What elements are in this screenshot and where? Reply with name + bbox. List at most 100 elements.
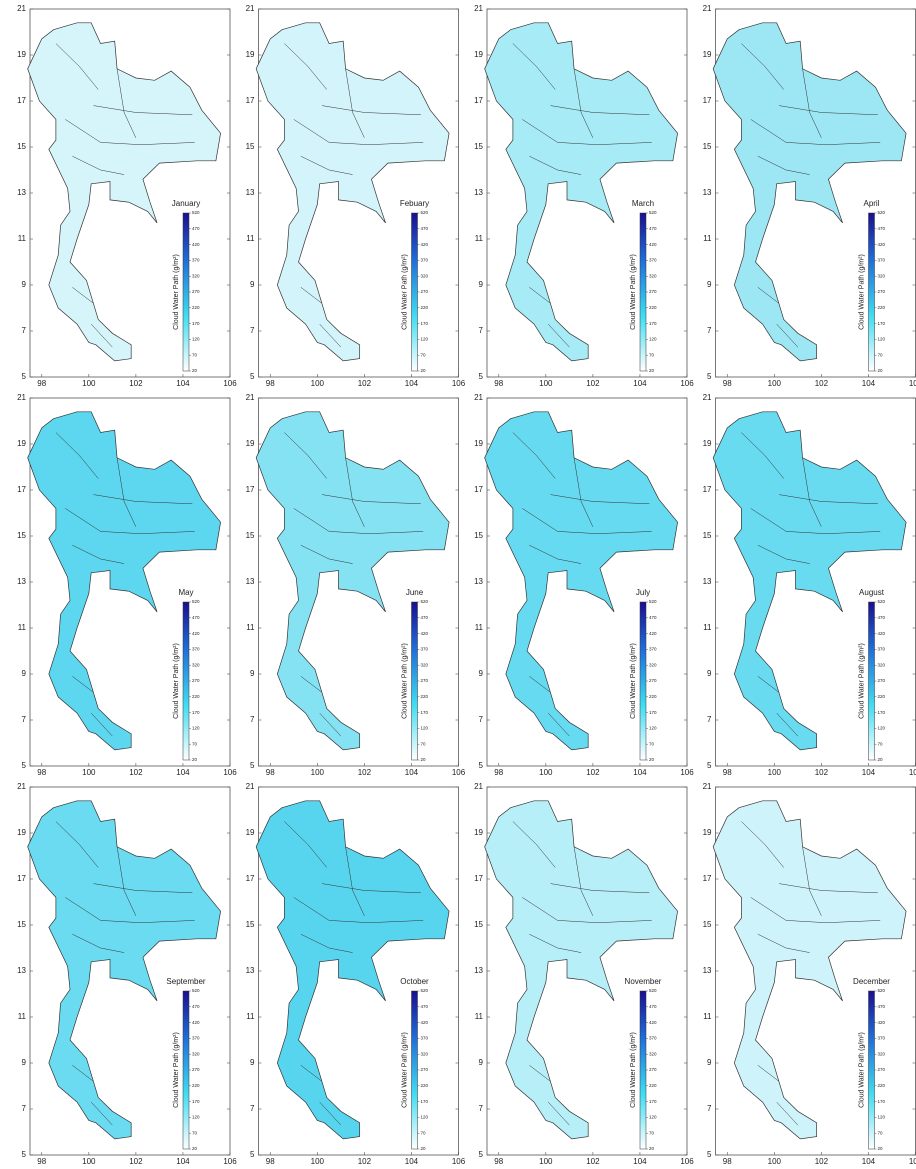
colorbar-tick-label: 520 — [878, 599, 886, 604]
colorbar — [182, 601, 190, 761]
colorbar-tick-label: 220 — [192, 694, 200, 699]
y-tick-label: 21 — [474, 393, 483, 402]
colorbar-tick-label: 470 — [878, 1004, 886, 1009]
colorbar-tick-label: 320 — [421, 662, 429, 667]
y-tick-label: 15 — [246, 531, 255, 540]
x-tick-label: 98 — [494, 379, 503, 388]
colorbar-tick-label: 370 — [649, 258, 657, 263]
colorbar-tick-label: 220 — [421, 694, 429, 699]
colorbar — [182, 990, 190, 1150]
y-tick-label: 15 — [17, 920, 26, 929]
colorbar-tick-label: 70 — [192, 1130, 198, 1135]
colorbar-tick-label: 470 — [649, 615, 657, 620]
province-border — [512, 43, 556, 90]
colorbar-tick-label: 270 — [192, 1067, 200, 1072]
province-border — [345, 68, 365, 138]
province-border — [757, 933, 810, 953]
colorbar-tick-label: 20 — [649, 1146, 655, 1151]
colorbar — [411, 601, 418, 761]
province-border — [93, 883, 193, 894]
colorbar-tick-label: 470 — [421, 226, 429, 231]
colorbar-tick-label: 20 — [192, 757, 198, 762]
colorbar-tick-label: 320 — [649, 662, 657, 667]
colorbar-tick-label: 170 — [878, 321, 886, 326]
y-tick-label: 13 — [474, 966, 483, 975]
map-panel: 98 100 102 104 106 5 7 9 11 13 15 17 19 21 September 20… — [17, 782, 237, 1166]
y-tick-label: 5 — [479, 761, 484, 770]
colorbar-tick-label: 320 — [649, 273, 657, 278]
colorbar-tick-label: 520 — [421, 210, 429, 215]
colorbar-tick-label: 470 — [192, 1004, 200, 1009]
colorbar-tick-label: 520 — [649, 988, 657, 993]
y-tick-label: 21 — [17, 782, 26, 791]
colorbar-label: Cloud Water Path (g/m²) — [173, 1032, 180, 1108]
y-tick-label: 13 — [17, 188, 26, 197]
colorbar-label: Cloud Water Path (g/m²) — [858, 643, 865, 719]
month-title: November — [625, 977, 662, 986]
colorbar-tick-label: 370 — [192, 1036, 200, 1041]
colorbar-tick-label: 270 — [878, 289, 886, 294]
y-tick-label: 7 — [707, 326, 712, 335]
colorbar-tick-label: 70 — [192, 741, 198, 746]
y-tick-label: 11 — [246, 623, 255, 632]
y-tick-label: 7 — [250, 326, 255, 335]
y-tick-label: 15 — [17, 142, 26, 151]
x-tick-label: 98 — [494, 768, 503, 777]
y-tick-label: 11 — [246, 1012, 255, 1021]
colorbar-tick-label: 120 — [192, 337, 200, 342]
province-border — [321, 105, 421, 116]
colorbar-tick-label: 470 — [192, 615, 200, 620]
y-tick-label: 19 — [17, 439, 26, 448]
colorbar-tick-label: 20 — [421, 368, 427, 373]
colorbar-tick-label: 220 — [878, 694, 886, 699]
province-border — [116, 68, 137, 138]
province-border — [116, 846, 137, 916]
colorbar-tick-label: 70 — [649, 352, 655, 357]
colorbar-tick-label: 470 — [649, 226, 657, 231]
province-border — [776, 1101, 799, 1126]
colorbar-tick-label: 370 — [649, 1036, 657, 1041]
y-tick-label: 5 — [22, 761, 27, 770]
y-tick-label: 7 — [707, 715, 712, 724]
colorbar-tick-label: 320 — [192, 273, 200, 278]
colorbar-tick-label: 120 — [878, 337, 886, 342]
y-tick-label: 17 — [703, 874, 712, 883]
month-title: December — [853, 977, 890, 986]
x-tick-label: 104 — [405, 1157, 419, 1166]
colorbar-tick-label: 270 — [421, 1067, 429, 1072]
country-shape — [484, 800, 678, 1140]
colorbar-tick-label: 220 — [192, 305, 200, 310]
x-tick-label: 98 — [37, 768, 46, 777]
province-border — [802, 68, 822, 138]
y-tick-label: 15 — [246, 142, 255, 151]
x-tick-label: 100 — [539, 379, 553, 388]
month-title: June — [406, 588, 424, 597]
y-tick-label: 7 — [479, 715, 484, 724]
province-border — [547, 1101, 570, 1126]
province-border — [778, 105, 878, 116]
province-border — [72, 1065, 94, 1082]
colorbar-tick-label: 170 — [192, 1099, 200, 1104]
colorbar-tick-label: 120 — [878, 726, 886, 731]
month-title: January — [172, 199, 200, 208]
colorbar-tick-label: 120 — [421, 337, 429, 342]
y-tick-label: 9 — [479, 1058, 484, 1067]
colorbar-tick-label: 420 — [192, 242, 200, 247]
province-border — [547, 712, 570, 737]
province-border — [72, 933, 125, 953]
colorbar-tick-label: 70 — [878, 352, 884, 357]
province-border — [319, 1101, 342, 1126]
x-tick-label: 100 — [311, 768, 325, 777]
x-tick-label: 102 — [358, 379, 372, 388]
country-shape — [27, 800, 221, 1140]
colorbar-tick-label: 520 — [421, 599, 429, 604]
y-tick-label: 5 — [22, 1150, 27, 1159]
map-panel: 98 100 102 104 106 5 7 9 11 13 15 17 19 21 November 20 7… — [474, 782, 694, 1166]
province-border — [573, 846, 594, 916]
country-shape — [712, 800, 907, 1140]
colorbar-tick-label: 70 — [421, 741, 427, 746]
y-tick-label: 21 — [474, 782, 483, 791]
colorbar-tick-label: 220 — [878, 1083, 886, 1088]
x-tick-label: 100 — [311, 1157, 325, 1166]
province-border — [293, 897, 424, 923]
